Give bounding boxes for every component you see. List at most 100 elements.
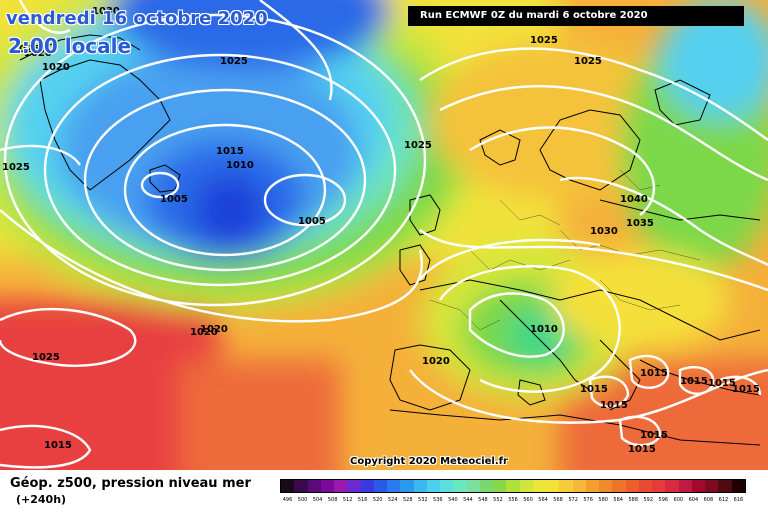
scale-label: 564 <box>538 497 548 503</box>
scale-label: 548 <box>478 497 488 503</box>
scale-swatch <box>665 480 679 492</box>
scale-swatch <box>625 480 639 492</box>
isobar-label: 1005 <box>160 194 188 205</box>
scale-swatch <box>691 480 705 492</box>
scale-label: 512 <box>342 497 353 503</box>
scale-label: 560 <box>523 497 533 503</box>
scale-label: 596 <box>658 497 669 503</box>
scale-swatch <box>612 480 626 492</box>
scale-swatch <box>360 480 374 492</box>
scale-swatch <box>294 480 308 492</box>
isobar-label: 1015 <box>640 430 668 441</box>
isobar-label: 1030 <box>92 6 120 17</box>
scale-swatch <box>559 480 573 492</box>
color-scale-labels: 496 500 504 508 512 516 520 524 528 532 536 540 544 5… <box>280 495 746 505</box>
isobar-label: 1025 <box>2 162 30 173</box>
isobar-label: 1015 <box>580 384 608 395</box>
isobar-label: 1030 <box>590 226 618 237</box>
scale-swatch <box>599 480 613 492</box>
scale-swatch <box>718 480 732 492</box>
scale-swatch <box>678 480 692 492</box>
scale-swatch <box>479 480 493 492</box>
isobar-label: 1005 <box>298 216 326 227</box>
scale-label: 524 <box>387 497 398 503</box>
isobar-label: 1025 <box>404 140 432 151</box>
isobar-label: 1015 <box>216 146 244 157</box>
run-banner: Run ECMWF 0Z du mardi 6 octobre 2020 <box>408 6 744 26</box>
scale-swatch <box>705 480 719 492</box>
product-title: Géop. z500, pression niveau mer <box>10 476 251 491</box>
scale-swatch <box>466 480 480 492</box>
scale-label: 544 <box>463 497 473 503</box>
scale-label: 608 <box>703 497 714 503</box>
scale-label: 556 <box>508 497 518 503</box>
scale-swatch <box>387 480 401 492</box>
color-scale <box>280 479 746 493</box>
isobar-label: 1015 <box>680 376 708 387</box>
forecast-time: 2:00 locale <box>8 34 132 58</box>
isobar-label: 1035 <box>626 218 654 229</box>
scale-label: 532 <box>418 497 428 503</box>
scale-swatch <box>546 480 560 492</box>
scale-label: 584 <box>613 497 623 503</box>
scale-swatch <box>532 480 546 492</box>
isobar-label: 1040 <box>620 194 648 205</box>
scale-swatch <box>281 480 295 492</box>
isobar-label: 1025 <box>32 352 60 363</box>
scale-swatch <box>334 480 348 492</box>
scale-swatch <box>572 480 586 492</box>
isobar-label: 1020 <box>24 48 52 59</box>
scale-swatch <box>519 480 533 492</box>
scale-label: 568 <box>553 497 563 503</box>
isobar-label: 1010 <box>226 160 254 171</box>
scale-swatch <box>373 480 387 492</box>
scale-label: 576 <box>583 497 593 503</box>
legend-bar: Géop. z500, pression niveau mer (+240h) … <box>0 470 768 512</box>
scale-label: 536 <box>433 497 443 503</box>
scale-swatch <box>638 480 652 492</box>
scale-label: 572 <box>568 497 578 503</box>
lead-time: (+240h) <box>16 493 67 506</box>
scale-swatch <box>320 480 334 492</box>
isobar-label: 1025 <box>574 56 602 67</box>
isobar-label: 1020 <box>190 327 218 338</box>
scale-label: 500 <box>297 497 308 503</box>
isobar-label: 1025 <box>12 44 40 55</box>
scale-swatch <box>347 480 361 492</box>
scale-label: 600 <box>673 497 684 503</box>
scale-label: 580 <box>598 497 608 503</box>
isobar-label: 1010 <box>530 324 558 335</box>
isobar-label: 1025 <box>220 56 248 67</box>
scale-swatch <box>506 480 520 492</box>
isobar-label: 1025 <box>530 35 558 46</box>
scale-swatch <box>426 480 440 492</box>
scale-swatch <box>440 480 454 492</box>
isobar-label: 1015 <box>708 378 736 389</box>
scale-label: 540 <box>448 497 458 503</box>
scale-label: 520 <box>372 497 383 503</box>
scale-label: 616 <box>733 497 744 503</box>
scale-label: 612 <box>718 497 729 503</box>
map-canvas: 1030102010251020102510251015101010051005… <box>0 0 768 470</box>
scale-swatch <box>731 480 745 492</box>
copyright-notice: Copyright 2020 Meteociel.fr <box>350 456 508 467</box>
isobar-label: 1015 <box>44 440 72 451</box>
isobar-label: 1015 <box>628 444 656 455</box>
scale-swatch <box>400 480 414 492</box>
forecast-date: vendredi 16 octobre 2020 <box>6 8 268 29</box>
scale-swatch <box>453 480 467 492</box>
isobar-label: 1015 <box>732 384 760 395</box>
scale-swatch <box>652 480 666 492</box>
scale-swatch <box>585 480 599 492</box>
scale-label: 592 <box>643 497 654 503</box>
scale-label: 504 <box>312 497 323 503</box>
isobar-label: 1020 <box>422 356 450 367</box>
isobar-label: 1020 <box>200 324 228 335</box>
isobar-label: 1015 <box>600 400 628 411</box>
isobar-label: 1015 <box>640 368 668 379</box>
scale-swatch <box>307 480 321 492</box>
scale-label: 588 <box>628 497 638 503</box>
scale-label: 508 <box>327 497 338 503</box>
scale-swatch <box>413 480 427 492</box>
scale-label: 604 <box>688 497 699 503</box>
